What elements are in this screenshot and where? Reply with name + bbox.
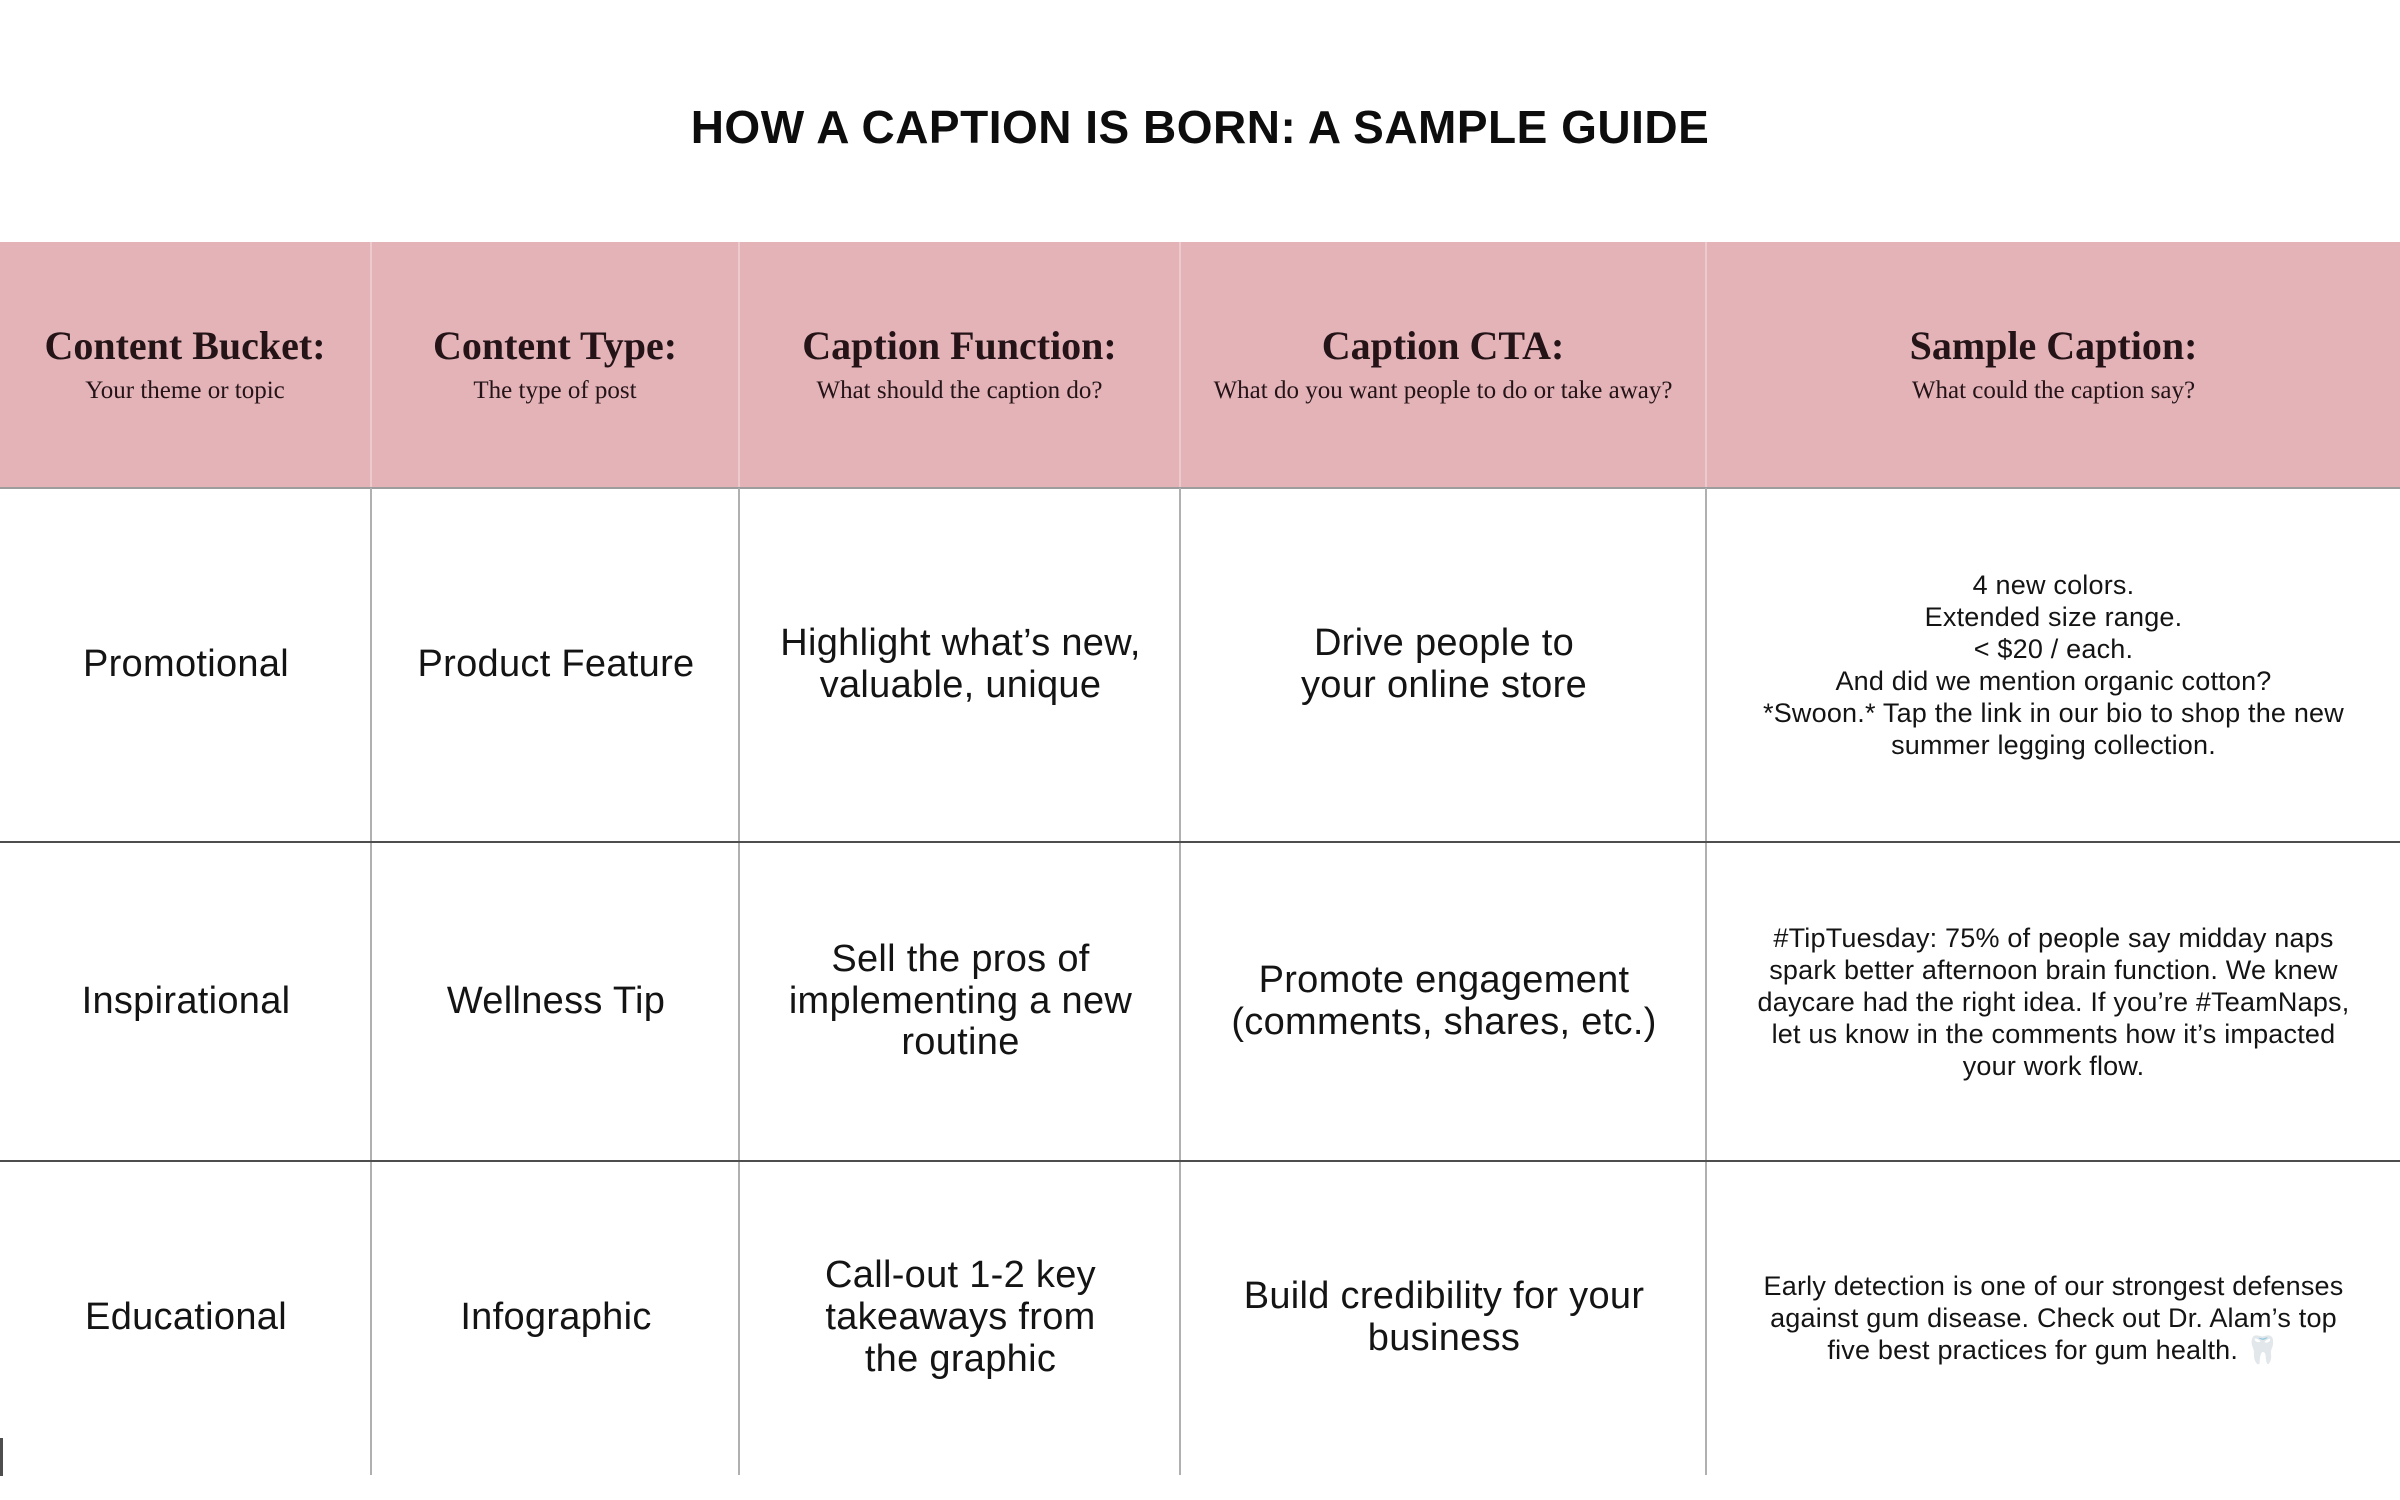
column-divider bbox=[738, 488, 740, 1475]
row1-sample-caption: 4 new colors. Extended size range. < $20… bbox=[1763, 570, 2344, 760]
header-sublabel: What do you want people to do or take aw… bbox=[1213, 377, 1673, 405]
row3-content-bucket: Educational bbox=[85, 1296, 287, 1339]
header-sublabel: Your theme or topic bbox=[85, 377, 285, 405]
header-caption-function: Caption Function: What should the captio… bbox=[740, 242, 1181, 488]
header-sample-caption: Sample Caption: What could the caption s… bbox=[1707, 242, 2400, 488]
row3-caption-function: Call-out 1-2 key takeaways from the grap… bbox=[825, 1254, 1096, 1380]
row1-content-bucket: Promotional bbox=[82, 643, 290, 686]
header-label: Caption CTA: bbox=[1321, 323, 1565, 369]
header-label: Content Bucket: bbox=[44, 323, 326, 369]
table-left-edge-mark bbox=[0, 1438, 3, 1476]
column-divider bbox=[1705, 488, 1707, 1475]
header-bottom-divider bbox=[0, 487, 2400, 489]
row2-content-bucket: Inspirational bbox=[81, 979, 291, 1022]
row2-caption-function: Sell the pros of implementing a new rout… bbox=[788, 937, 1133, 1064]
row-divider bbox=[0, 841, 2400, 843]
header-sublabel: What could the caption say? bbox=[1911, 377, 2196, 405]
header-content-bucket: Content Bucket: Your theme or topic bbox=[0, 242, 372, 488]
header-label: Sample Caption: bbox=[1909, 323, 2198, 369]
row-divider bbox=[0, 1160, 2400, 1162]
row1-caption-function: Highlight what’s new, valuable, unique bbox=[780, 622, 1141, 706]
row3-content-type: Infographic bbox=[460, 1296, 652, 1339]
row3-sample-caption: Early detection is one of our strongest … bbox=[1763, 1271, 2344, 1365]
header-sublabel: The type of post bbox=[473, 377, 637, 405]
row1-content-type: Product Feature bbox=[417, 643, 695, 686]
page-title: HOW A CAPTION IS BORN: A SAMPLE GUIDE bbox=[690, 101, 1710, 153]
caption-guide-table: Content Bucket: Your theme or topic Cont… bbox=[0, 242, 2400, 1475]
header-caption-cta: Caption CTA: What do you want people to … bbox=[1181, 242, 1707, 488]
row2-caption-cta: Promote engagement (comments, shares, et… bbox=[1231, 958, 1657, 1043]
header-sublabel: What should the caption do? bbox=[816, 377, 1103, 405]
column-divider bbox=[370, 488, 372, 1475]
row2-content-type: Wellness Tip bbox=[446, 979, 666, 1022]
row1-caption-cta: Drive people to your online store bbox=[1300, 622, 1588, 706]
header-label: Caption Function: bbox=[802, 323, 1117, 369]
header-label: Content Type: bbox=[432, 323, 678, 369]
row2-sample-caption: #TipTuesday: 75% of people say midday na… bbox=[1757, 922, 2350, 1081]
header-content-type: Content Type: The type of post bbox=[372, 242, 740, 488]
row3-caption-cta: Build credibility for your business bbox=[1243, 1275, 1645, 1359]
column-divider bbox=[1179, 488, 1181, 1475]
